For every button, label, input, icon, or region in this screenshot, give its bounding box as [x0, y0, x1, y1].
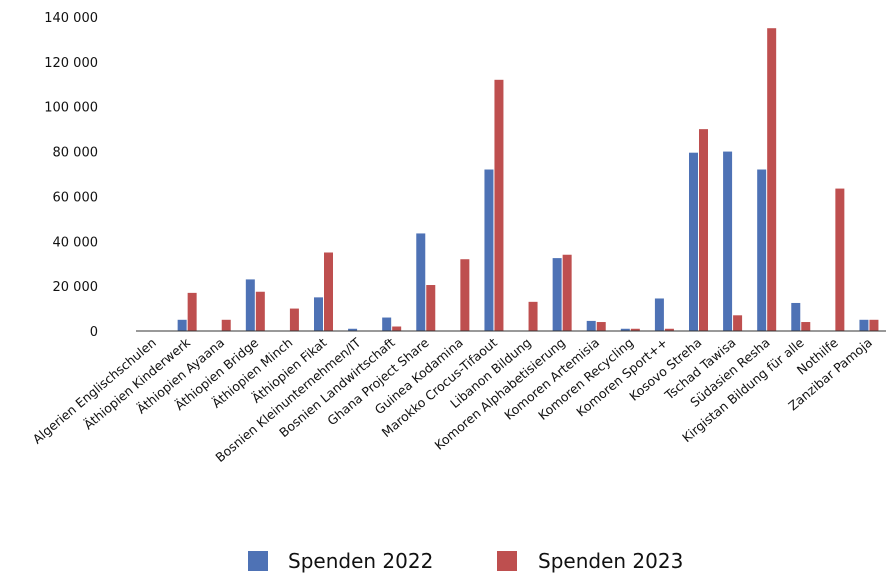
bar-spenden-2022	[348, 328, 358, 331]
bar-spenden-2023	[187, 292, 197, 331]
legend-label: Spenden 2022	[288, 549, 433, 573]
bar-spenden-2023	[596, 322, 606, 331]
y-tick-label: 40 000	[53, 235, 99, 250]
bar-spenden-2022	[791, 302, 801, 331]
bar-spenden-2022	[654, 298, 664, 331]
bar-spenden-2023	[664, 328, 674, 331]
bar-spenden-2023	[869, 319, 879, 331]
bars	[177, 28, 879, 332]
bar-spenden-2023	[221, 319, 231, 331]
bar-spenden-2023	[494, 79, 504, 331]
legend: Spenden 2022 Spenden 2023	[248, 549, 683, 573]
bar-spenden-2022	[314, 297, 323, 331]
y-tick-label: 20 000	[53, 280, 99, 295]
bar-spenden-2023	[767, 28, 777, 332]
bar-spenden-2023	[426, 285, 436, 331]
y-axis: 0 20 000 40 000 60 000 80 000 100 000 120 000 1…	[44, 11, 98, 340]
bar-spenden-2023	[255, 291, 265, 331]
bar-spenden-2023	[562, 254, 572, 331]
legend-swatch	[248, 551, 268, 571]
bar-spenden-2023	[699, 129, 708, 331]
bar-spenden-2022	[620, 328, 630, 331]
bar-spenden-2022	[382, 317, 392, 331]
bar-spenden-2022	[586, 320, 596, 331]
bar-spenden-2022	[245, 279, 255, 331]
bar-spenden-2022	[859, 319, 869, 331]
y-tick-label: 100 000	[44, 101, 98, 116]
y-tick-label: 120 000	[44, 56, 98, 71]
bar-spenden-2022	[484, 169, 494, 331]
bar-spenden-2023	[324, 252, 333, 331]
y-tick-label: 140 000	[44, 11, 98, 26]
y-tick-label: 0	[90, 325, 98, 340]
bar-spenden-2023	[289, 308, 299, 331]
bar-spenden-2022	[723, 151, 733, 331]
y-tick-label: 80 000	[53, 146, 99, 161]
bar-spenden-2023	[630, 328, 640, 331]
bar-spenden-2023	[392, 326, 402, 331]
bar-spenden-2022	[757, 169, 767, 331]
bar-spenden-2023	[835, 188, 845, 331]
y-tick-label: 60 000	[53, 190, 99, 205]
bar-spenden-2022	[177, 319, 187, 331]
bar-spenden-2022	[416, 233, 426, 331]
legend-swatch	[497, 551, 517, 571]
bar-spenden-2023	[528, 301, 538, 331]
legend-label: Spenden 2023	[538, 549, 683, 573]
bar-spenden-2023	[801, 322, 811, 331]
bar-spenden-2023	[733, 315, 743, 331]
bar-spenden-2023	[460, 259, 470, 331]
bar-spenden-2022	[552, 258, 562, 331]
bar-spenden-2022	[689, 152, 698, 331]
